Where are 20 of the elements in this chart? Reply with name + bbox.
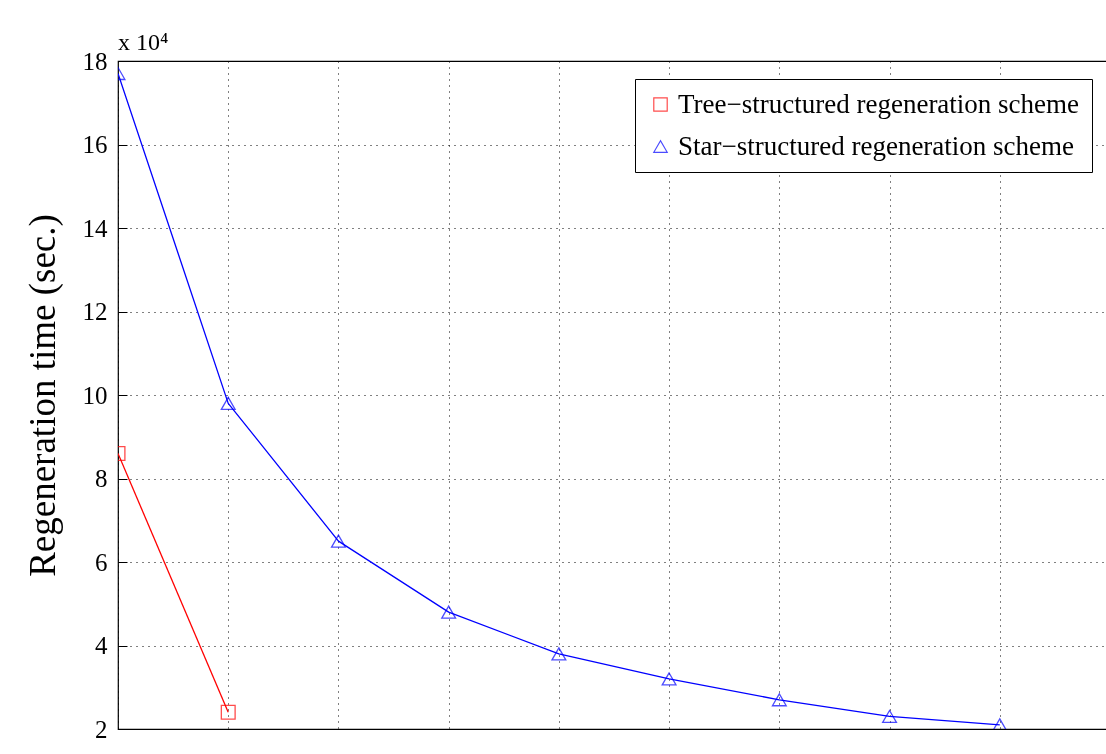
point: [330, 534, 346, 548]
y-tick-label: 4: [95, 632, 108, 659]
y-tick-label: 6: [95, 548, 108, 576]
point: [771, 693, 787, 707]
y-tick-label: 18: [82, 47, 108, 75]
y-tick-label: 12: [82, 298, 108, 325]
point: [551, 647, 567, 661]
point: [882, 709, 898, 724]
point: [661, 672, 677, 686]
legend-label: Star−structured regeneration scheme: [678, 130, 1075, 161]
y-axis-title: Regeneration time (sec.): [21, 214, 64, 577]
y-tick-label: 14: [82, 214, 108, 242]
text: x 10⁴: [118, 29, 169, 55]
y-tick-label: 8: [95, 465, 108, 492]
y-tick-label: 2: [95, 715, 108, 743]
legend-label: Tree−structured regeneration scheme: [678, 88, 1080, 119]
point: [441, 605, 457, 619]
y-tick-label: 10: [82, 381, 108, 409]
y-tick-label: 16: [82, 131, 108, 158]
point: [220, 396, 236, 410]
